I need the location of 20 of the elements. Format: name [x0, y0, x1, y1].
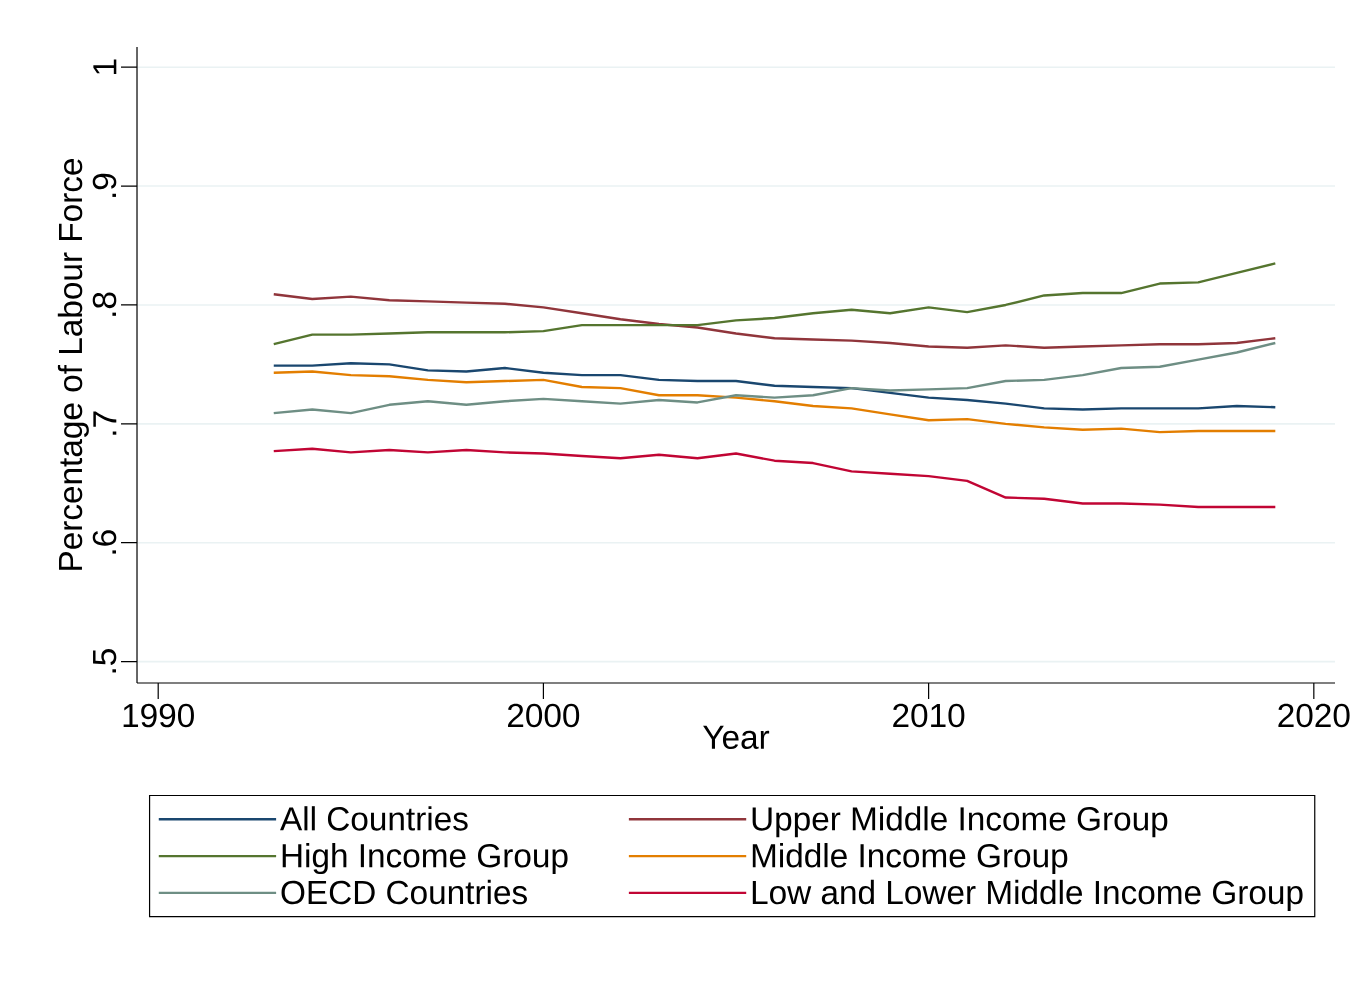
legend-label: All Countries [280, 806, 468, 831]
x-tick-label: 1990 [123, 703, 194, 728]
legend-label: High Income Group [282, 843, 568, 875]
line-series [272, 293, 1277, 349]
legend-label: Upper Middle Income Group [752, 806, 1168, 838]
y-tick-label: .8 [92, 292, 117, 316]
x-tick-label: 2020 [1278, 703, 1350, 728]
y-tick-label: .9 [92, 173, 117, 197]
legend-label: OECD Countries [281, 879, 527, 905]
line-series [272, 341, 1277, 415]
y-tick-label: .7 [93, 411, 117, 435]
legend-label: Low and Lower Middle Income Group [752, 879, 1303, 911]
y-tick-label: .6 [92, 530, 117, 554]
x-tick-label: 2000 [508, 703, 580, 728]
x-axis-title: Year [703, 725, 770, 750]
y-tick-label: 1 [93, 59, 117, 74]
y-axis-title: Percentage of Labour Force [57, 159, 89, 570]
x-tick-label: 2010 [893, 703, 965, 728]
y-tick-label: .5 [93, 649, 117, 673]
legend-label: Middle Income Group [752, 843, 1068, 875]
